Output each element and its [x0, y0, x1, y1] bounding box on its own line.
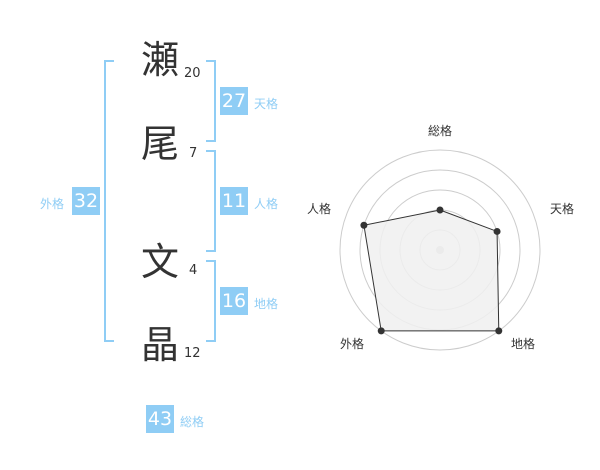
radar-label-soukaku: 総格: [428, 124, 453, 138]
jinkaku-value: 11: [220, 187, 248, 215]
radar-label-jinkaku: 人格: [307, 202, 332, 216]
chikaku-value: 16: [220, 287, 248, 315]
stroke-count-1: 20: [184, 66, 201, 81]
radar-ring: [339, 149, 541, 351]
radar-polygon: [363, 209, 500, 332]
stroke-count-4: 12: [184, 346, 201, 361]
gaikaku-bracket: [104, 60, 114, 342]
gaikaku-label: 外格: [40, 197, 65, 211]
tenkaku-value: 27: [220, 87, 248, 115]
name-char-2: 尾: [140, 122, 179, 166]
name-char-4: 晶: [140, 323, 179, 367]
soukaku-value: 43: [146, 405, 174, 433]
radar-label-tenkaku: 天格: [550, 202, 575, 216]
jinkaku-label: 人格: [254, 197, 279, 211]
radar-point: [377, 327, 385, 335]
radar-point: [493, 227, 501, 235]
chikaku-label: 地格: [254, 297, 279, 311]
tenkaku-label: 天格: [254, 97, 279, 111]
chikaku-bracket: [206, 260, 216, 342]
name-char-1: 瀬: [140, 38, 179, 82]
radar-label-gaikaku: 外格: [340, 337, 365, 351]
name-char-3: 文: [140, 240, 179, 284]
radar-point: [436, 206, 444, 214]
stroke-count-2: 7: [189, 146, 198, 161]
gaikaku-value: 32: [72, 187, 100, 215]
radar-point: [360, 221, 368, 229]
soukaku-label: 総格: [180, 415, 205, 429]
jinkaku-bracket: [206, 150, 216, 252]
stroke-count-3: 4: [189, 263, 198, 278]
radar-point: [495, 327, 503, 335]
radar-label-chikaku: 地格: [511, 337, 536, 351]
tenkaku-bracket: [206, 60, 216, 142]
